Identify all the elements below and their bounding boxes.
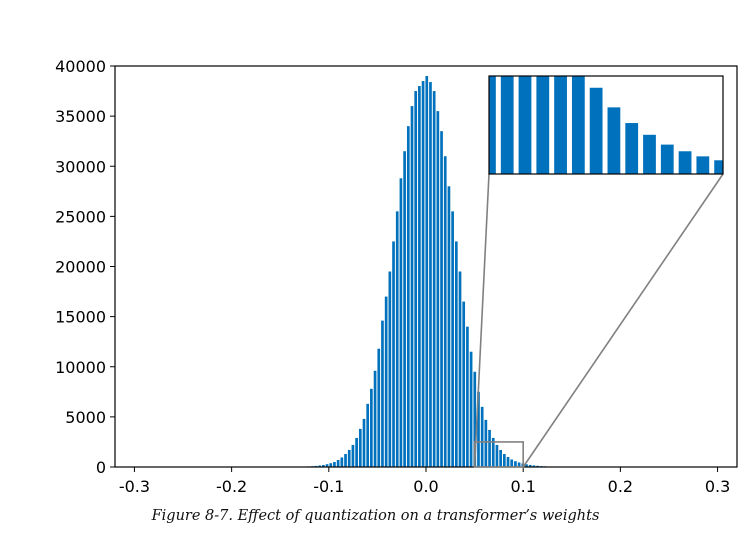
bar-25	[458, 271, 462, 467]
y-tick-label: 10000	[55, 358, 106, 377]
bar-18	[432, 91, 436, 467]
y-tick-label: 15000	[55, 308, 106, 327]
inset-bar-40	[678, 151, 692, 174]
bar-56	[351, 444, 355, 467]
zoom-connector-left	[473, 173, 490, 468]
bar-43	[525, 464, 528, 467]
y-axis-ticks: 0 5000 10000 15000 20000 25000 30000 35000 40000	[55, 57, 115, 477]
bar-8	[395, 211, 399, 467]
inset-bar-36	[607, 107, 621, 174]
bar-41	[517, 462, 521, 467]
bar-9	[399, 178, 403, 467]
bar-5	[384, 296, 388, 467]
bar-11	[406, 126, 410, 468]
zoom-connector-right	[522, 173, 724, 468]
bar-17	[429, 82, 432, 467]
x-tick-label: 0.2	[608, 477, 633, 496]
inset-bar-39	[660, 144, 674, 174]
bar-1	[370, 388, 373, 467]
bar-24	[454, 241, 458, 467]
bar-59	[340, 457, 344, 467]
bar-14	[418, 86, 421, 468]
bar-45	[532, 465, 536, 467]
bar-31	[480, 406, 484, 467]
bar-32	[484, 419, 488, 467]
x-tick-label: -0.1	[313, 477, 344, 496]
inset-bar-33	[554, 76, 567, 174]
inset-bar-31	[518, 76, 532, 174]
inset-bar-32	[536, 76, 550, 174]
bar-36	[499, 449, 502, 467]
inset-bar-30	[500, 76, 514, 174]
bar-63	[325, 464, 329, 467]
x-tick-label: 0.0	[413, 477, 438, 496]
inset-bar-35	[589, 87, 603, 174]
bar-29	[473, 371, 477, 467]
bar-15	[421, 81, 425, 467]
bar-60	[336, 459, 340, 467]
x-axis-ticks: -0.3 -0.2 -0.1 0.0 0.1 0.2 0.3	[119, 467, 730, 496]
bar-65	[318, 465, 322, 467]
y-tick-label: 30000	[55, 157, 106, 176]
bar-19	[436, 111, 440, 468]
inset-bar-38	[643, 134, 656, 174]
bar-55	[355, 437, 358, 467]
y-tick-label: 35000	[55, 107, 106, 126]
bar-22	[447, 186, 451, 468]
bar-2	[373, 370, 377, 467]
bar-64	[322, 465, 325, 467]
inset-bar-37	[625, 123, 639, 174]
bar-53	[362, 418, 366, 467]
bar-39	[510, 459, 514, 467]
zoom-indicator	[473, 173, 724, 468]
inset-zoom-panel	[488, 75, 724, 175]
bar-34	[491, 437, 495, 467]
bar-40	[514, 461, 517, 467]
bar-10	[403, 151, 406, 467]
x-tick-label: 0.3	[705, 477, 730, 496]
bar-12	[410, 106, 414, 467]
x-tick-label: -0.2	[216, 477, 247, 496]
x-tick-label: -0.3	[119, 477, 150, 496]
inset-bar-41	[696, 156, 710, 174]
y-tick-label: 20000	[55, 258, 106, 277]
bar-26	[462, 301, 466, 467]
bar-35	[495, 444, 499, 467]
bar-57	[347, 449, 351, 467]
histogram-bars	[278, 76, 574, 468]
bar-4	[381, 320, 384, 467]
bar-62	[329, 463, 333, 467]
bar-20	[440, 131, 443, 467]
bar-21	[443, 156, 447, 467]
inset-bar-29	[489, 76, 496, 174]
inset-bar-42	[714, 160, 723, 174]
bar-54	[358, 428, 362, 467]
bar-16	[425, 76, 429, 467]
y-tick-label: 25000	[55, 207, 106, 226]
bar-58	[344, 453, 347, 467]
bar-44	[528, 464, 532, 467]
bar-7	[392, 241, 395, 467]
figure-caption: Figure 8-7. Effect of quantization on a …	[151, 508, 600, 524]
bar-6	[388, 271, 392, 467]
bar-61	[333, 461, 336, 467]
y-tick-label: 0	[96, 458, 106, 477]
bar-30	[477, 391, 480, 467]
bar-0	[366, 403, 370, 467]
y-tick-label: 5000	[65, 408, 106, 427]
bar-27	[466, 326, 469, 467]
inset-frame	[488, 75, 724, 175]
x-tick-label: 0.1	[510, 477, 535, 496]
y-tick-label: 40000	[55, 57, 106, 76]
bar-13	[414, 91, 418, 467]
inset-bar-34	[571, 76, 585, 174]
bar-38	[506, 456, 510, 467]
bar-3	[377, 348, 381, 467]
bar-37	[502, 453, 506, 467]
bar-23	[451, 211, 454, 467]
bar-28	[469, 351, 473, 467]
bar-33	[488, 429, 491, 467]
